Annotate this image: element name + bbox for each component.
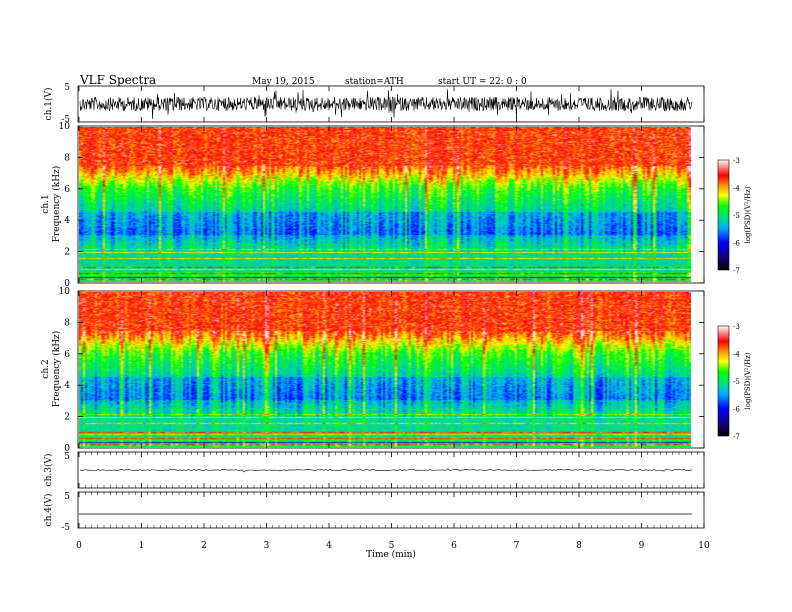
x-axis-tick-labels: 0 1 2 3 4 5 6 7 8 9 10 <box>76 541 710 551</box>
ch1-wave-ytick-top: 5 <box>64 83 70 93</box>
colorbar-tick-label: -7 <box>733 433 740 441</box>
x-tick-label: 7 <box>514 541 520 551</box>
date-label: May 19, 2015 <box>252 77 315 87</box>
ch1-colorbar-label: log(PSD)(V²/Hz) <box>744 186 752 243</box>
colorbar-tick-label: -7 <box>733 267 740 275</box>
x-tick-label: 4 <box>326 541 332 551</box>
frequency-tick-label: 8 <box>64 318 70 328</box>
x-tick-label: 6 <box>451 541 457 551</box>
ch3-waveform-trace <box>79 468 693 473</box>
frequency-tick-label: 6 <box>64 350 70 360</box>
frequency-tick-label: 0 <box>64 279 70 289</box>
start-ut-label: start UT = 22: 0 : 0 <box>438 77 527 87</box>
frequency-tick-label: 4 <box>64 381 70 391</box>
x-tick-label: 10 <box>698 541 710 551</box>
ch1-waveform-trace <box>79 88 693 120</box>
ch1-spectrogram-panel <box>77 125 705 284</box>
x-tick-label: 1 <box>139 541 145 551</box>
ch2-frequency-ylabel: Frequency (kHz) <box>51 331 62 408</box>
ch4-waveform-panel <box>77 491 705 529</box>
ch1-spectrogram-image <box>79 127 691 282</box>
colorbar-tick-label: -6 <box>733 240 740 248</box>
frequency-tick-label: 0 <box>64 444 70 454</box>
ch2-colorbar: -3 -4 -5 -6 -7 log(PSD)(V²/Hz) <box>717 323 752 441</box>
x-tick-label: 8 <box>576 541 582 551</box>
ch4-wave-ytick-bottom: -5 <box>61 523 70 533</box>
colorbar-tick-label: -4 <box>733 351 740 359</box>
colorbar-tick-label: -4 <box>733 185 740 193</box>
x-tick-label: 5 <box>389 541 395 551</box>
ch4-waveform-ylabel: ch.4(V) <box>43 494 54 527</box>
frequency-tick-label: 2 <box>64 248 70 258</box>
x-axis-ticks <box>78 86 705 528</box>
station-label: station=ATH <box>345 77 404 87</box>
ch1-frequency-ylabel: Frequency (kHz) <box>51 166 62 243</box>
x-tick-label: 9 <box>639 541 645 551</box>
ch3-waveform-panel <box>77 451 705 489</box>
x-tick-label: 2 <box>201 541 207 551</box>
x-tick-label: 3 <box>264 541 270 551</box>
ch1-wave-ytick-bottom: -5 <box>61 115 70 125</box>
ch3-wave-ytick-top: 5 <box>64 452 70 462</box>
colorbar-tick-label: -5 <box>733 212 740 220</box>
ch2-colorbar-ticks: -3 -4 -5 -6 -7 <box>733 323 740 441</box>
frequency-tick-label: 6 <box>64 185 70 195</box>
frequency-tick-label: 10 <box>59 122 71 132</box>
frequency-tick-label: 4 <box>64 216 70 226</box>
frequency-tick-label: 8 <box>64 153 70 163</box>
ch4-wave-ytick-top: 5 <box>64 492 70 502</box>
ch1-waveform-ylabel: ch.1(V) <box>43 88 54 121</box>
ch2-colorbar-label: log(PSD)(V²/Hz) <box>744 352 752 409</box>
colorbar-tick-label: -5 <box>733 378 740 386</box>
ch1-spectrogram-yticks: 0 2 4 6 8 10 <box>59 122 704 289</box>
figure-title: VLF Spectra <box>79 73 156 87</box>
frequency-tick-label: 2 <box>64 413 70 423</box>
frequency-tick-label: 10 <box>59 287 71 297</box>
ch1-colorbar-ticks: -3 -4 -5 -6 -7 <box>733 157 740 275</box>
ch1-waveform-panel <box>77 85 705 123</box>
ch2-spectrogram-panel <box>77 290 705 449</box>
ch3-waveform-ylabel: ch.3(V) <box>43 454 54 487</box>
x-axis-label: Time (min) <box>366 549 416 560</box>
ch2-spectrogram-ylabel: ch.2 <box>41 359 51 378</box>
ch1-colorbar: -3 -4 -5 -6 -7 log(PSD)(V²/Hz) <box>717 157 752 275</box>
ch1-spectrogram-ylabel: ch.1 <box>41 194 51 213</box>
colorbar-tick-label: -3 <box>733 157 740 165</box>
ch2-spectrogram-image <box>79 292 691 447</box>
x-tick-label: 0 <box>76 541 82 551</box>
colorbar-tick-label: -3 <box>733 323 740 331</box>
colorbar-tick-label: -6 <box>733 406 740 414</box>
